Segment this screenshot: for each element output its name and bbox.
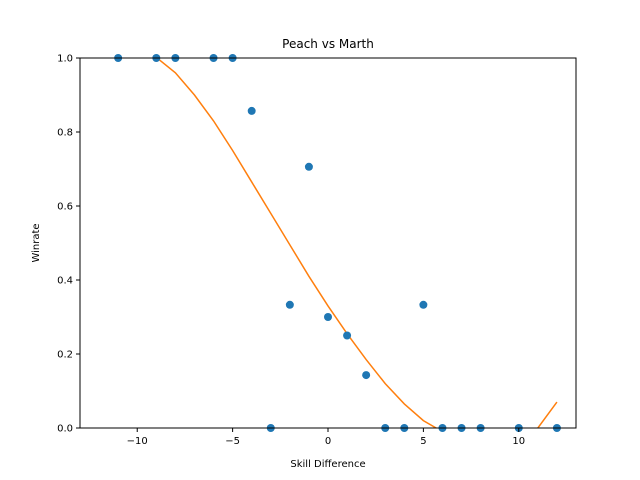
y-axis: 0.0 0.2 0.4 0.6 0.8 1.0 bbox=[57, 54, 80, 435]
data-point bbox=[247, 106, 256, 115]
x-axis-label: Skill Difference bbox=[290, 459, 365, 470]
data-point bbox=[419, 300, 428, 309]
y-tick-label: 0.8 bbox=[57, 128, 73, 139]
x-tick-label: 0 bbox=[325, 436, 331, 447]
plot-area bbox=[114, 54, 561, 432]
plot-frame bbox=[79, 57, 577, 429]
data-point bbox=[343, 331, 352, 340]
y-tick-label: 0.2 bbox=[57, 350, 73, 361]
x-tick-label: 10 bbox=[512, 436, 525, 447]
x-tick-label: −5 bbox=[225, 436, 240, 447]
y-tick-label: 0.4 bbox=[57, 276, 73, 287]
y-tick-label: 1.0 bbox=[57, 54, 73, 65]
fit-line bbox=[155, 58, 558, 428]
data-point bbox=[362, 371, 371, 380]
data-point bbox=[285, 300, 294, 309]
x-axis: −10 −5 0 5 10 bbox=[127, 428, 525, 447]
y-tick-label: 0.6 bbox=[57, 202, 73, 213]
chart-title: Peach vs Marth bbox=[282, 37, 374, 51]
data-point bbox=[304, 162, 313, 171]
y-tick-label: 0.0 bbox=[57, 424, 73, 435]
x-tick-label: 5 bbox=[420, 436, 426, 447]
data-point bbox=[324, 313, 332, 321]
x-tick-label: −10 bbox=[127, 436, 148, 447]
y-axis-label: Winrate bbox=[31, 223, 42, 262]
